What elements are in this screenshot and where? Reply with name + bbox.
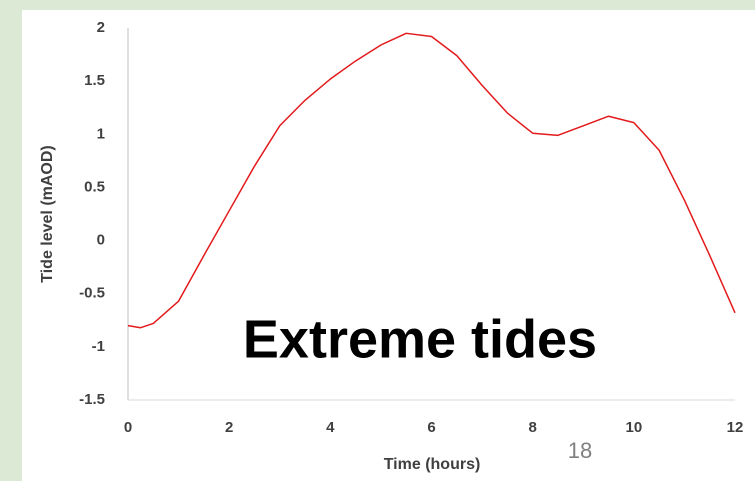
line: [127, 32, 736, 329]
x-tick-label: 6: [427, 419, 435, 436]
y-axis-label: Tide level (mAOD): [39, 145, 56, 283]
y-tick-label: 2: [97, 19, 105, 36]
panel: [22, 10, 755, 481]
y-tick-label: 0.5: [84, 178, 105, 195]
y-tick-label: -1: [92, 338, 105, 355]
y-tick-label: 1: [97, 125, 105, 142]
y-tick-label: -0.5: [79, 285, 105, 302]
y-tick-label: 1.5: [84, 72, 105, 89]
annotation: Extreme tides: [243, 309, 597, 369]
y-tick-label: -1.5: [79, 391, 105, 408]
x-tick-label: 2: [225, 419, 233, 436]
y-tick-label: 0: [97, 232, 105, 249]
page-number: 18: [568, 438, 592, 463]
x-tick-label: 12: [727, 419, 744, 436]
x-tick-label: 0: [124, 419, 132, 436]
x-tick-label: 8: [528, 419, 536, 436]
x-tick-label: 10: [625, 419, 642, 436]
x-axis-label: Time (hours): [384, 456, 481, 473]
x-tick-label: 4: [326, 419, 335, 436]
